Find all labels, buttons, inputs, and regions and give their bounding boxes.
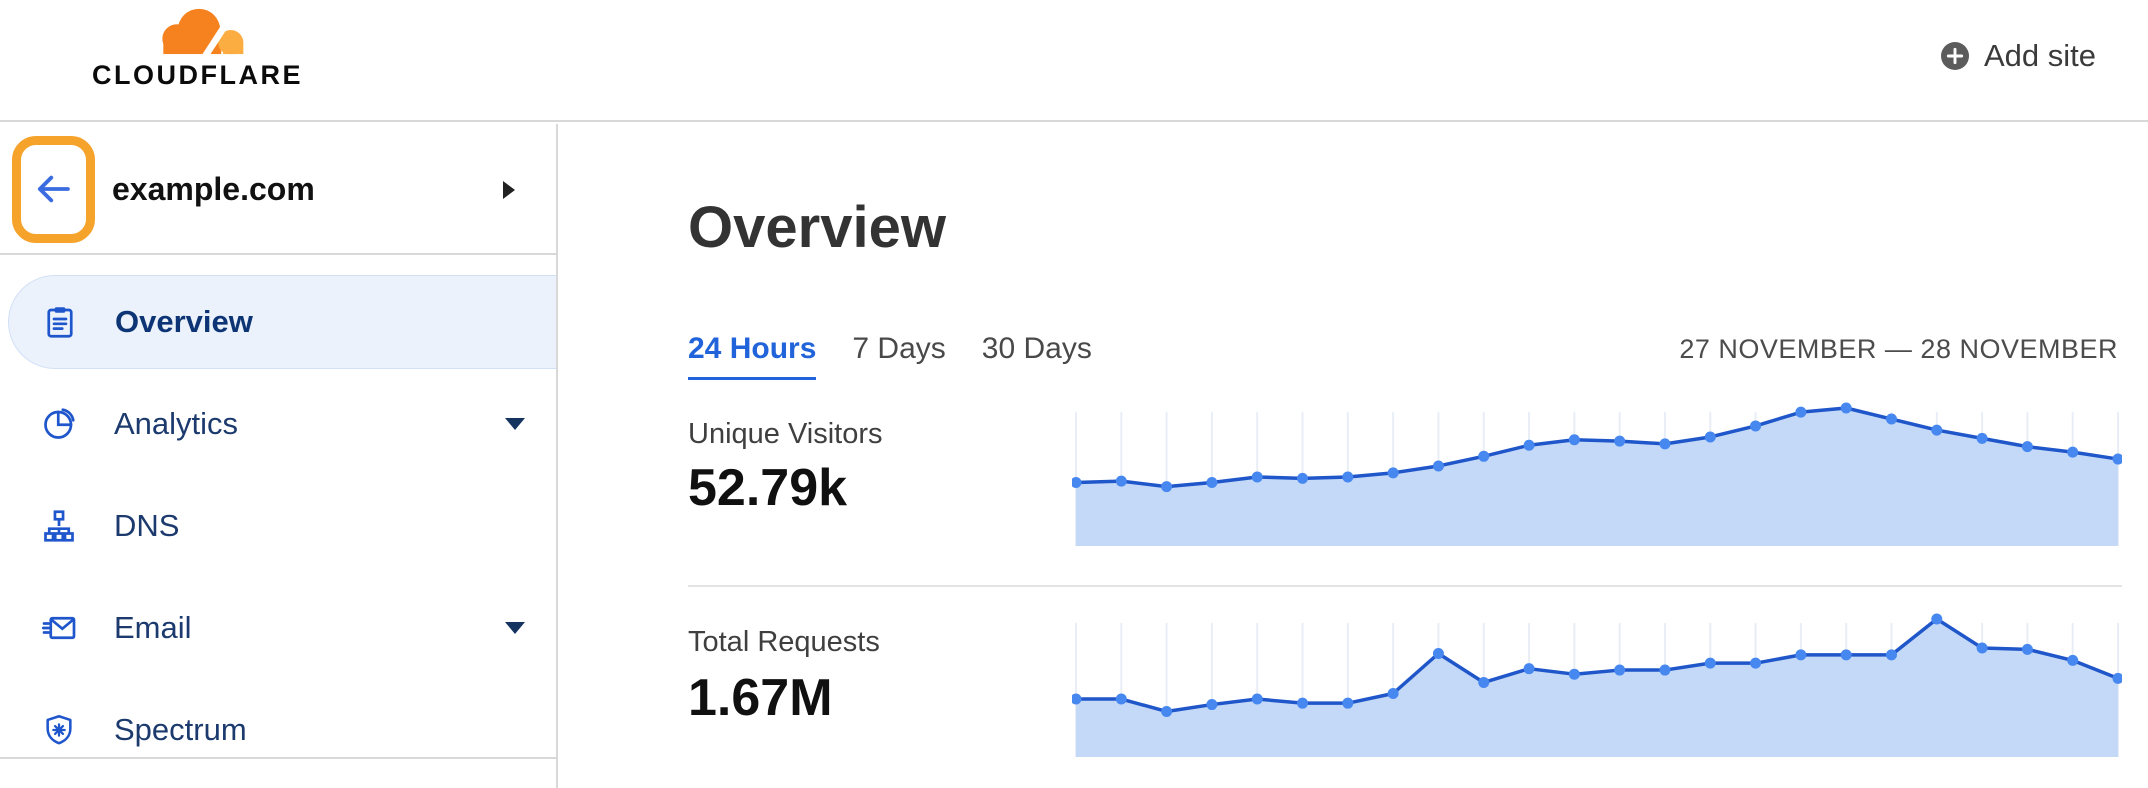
- unique-visitors-row: Unique Visitors 52.79k: [688, 390, 2122, 585]
- cloudflare-wordmark: CLOUDFLARE: [92, 60, 303, 90]
- sidebar-nav: Overview Analytics: [0, 255, 556, 777]
- time-range-tabs: 24 Hours 7 Days 30 Days 27 NOVEMBER — 28…: [688, 332, 2118, 380]
- cloudflare-logo[interactable]: CLOUDFLARE: [92, 4, 303, 91]
- chevron-down-icon[interactable]: [505, 418, 525, 430]
- tab-30-days[interactable]: 30 Days: [982, 332, 1092, 377]
- section-divider: [688, 585, 2122, 587]
- sidebar: example.com Overview: [0, 124, 558, 788]
- top-header: CLOUDFLARE Add site: [0, 0, 2148, 122]
- stat-label: Unique Visitors: [688, 418, 883, 450]
- total-requests-row: Total Requests 1.67M: [688, 594, 2122, 788]
- unique-visitors-chart: [1072, 402, 2122, 546]
- plus-icon: [1940, 42, 1969, 70]
- sidebar-section-divider: [0, 757, 556, 759]
- stat-value: 52.79k: [688, 459, 848, 517]
- sidebar-item-label: Overview: [115, 304, 253, 339]
- main-content: Overview 24 Hours 7 Days 30 Days 27 NOVE…: [560, 124, 2148, 788]
- stat-value: 1.67M: [688, 669, 833, 727]
- chevron-right-icon: [503, 181, 515, 199]
- clipboard-icon: [41, 303, 79, 341]
- envelope-icon: [40, 609, 78, 647]
- sidebar-item-dns[interactable]: DNS: [8, 479, 556, 573]
- sidebar-item-label: Analytics: [114, 406, 239, 441]
- tab-24-hours[interactable]: 24 Hours: [688, 332, 817, 380]
- date-range-label: 27 NOVEMBER — 28 NOVEMBER: [1679, 334, 2118, 364]
- back-button[interactable]: [32, 168, 74, 210]
- sidebar-item-label: DNS: [114, 508, 180, 543]
- add-site-label: Add site: [1983, 38, 2096, 73]
- back-arrow-icon: [37, 175, 70, 203]
- sidebar-item-analytics[interactable]: Analytics: [8, 377, 556, 471]
- add-site-button[interactable]: Add site: [1939, 30, 2096, 82]
- network-tree-icon: [40, 507, 78, 545]
- pie-chart-icon: [40, 405, 78, 443]
- total-requests-chart: [1072, 613, 2122, 757]
- sidebar-item-spectrum[interactable]: Spectrum: [8, 683, 556, 777]
- cloudflare-cloud-icon: [141, 8, 257, 58]
- sidebar-item-label: Spectrum: [114, 712, 247, 747]
- page-title: Overview: [688, 195, 946, 260]
- site-switcher[interactable]: example.com: [0, 124, 556, 255]
- shield-icon: [40, 711, 78, 749]
- chevron-down-icon[interactable]: [505, 622, 525, 634]
- site-name: example.com: [112, 171, 315, 207]
- sidebar-item-email[interactable]: Email: [8, 581, 556, 675]
- tab-7-days[interactable]: 7 Days: [852, 332, 945, 377]
- stat-label: Total Requests: [688, 626, 880, 658]
- sidebar-item-overview[interactable]: Overview: [8, 275, 556, 369]
- sidebar-item-label: Email: [114, 610, 192, 645]
